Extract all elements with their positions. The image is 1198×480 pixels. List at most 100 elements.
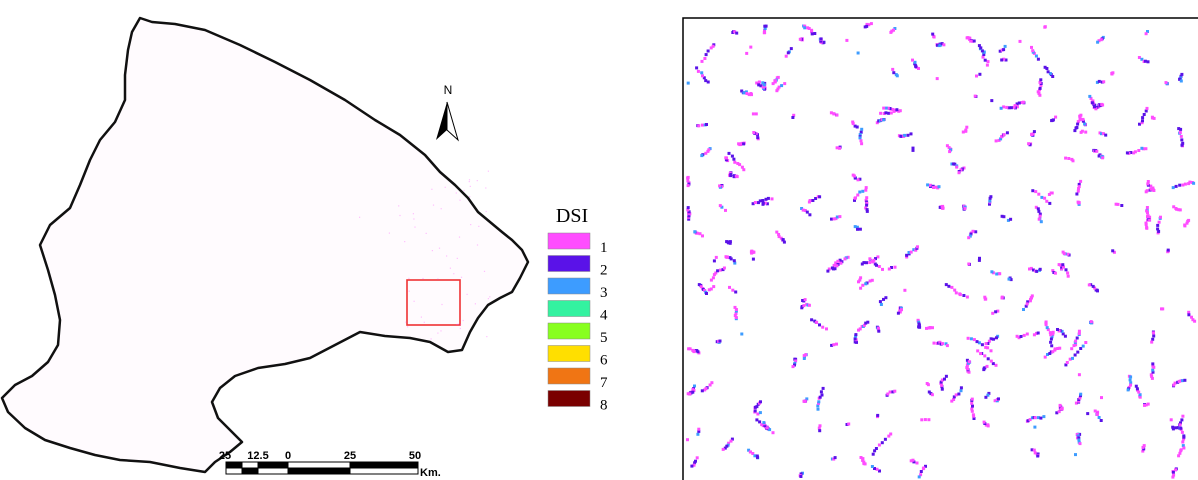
inset-pixel (753, 409, 757, 413)
inset-pixel (911, 458, 915, 462)
inset-pixel (1000, 58, 1004, 62)
inset-pixel (880, 441, 884, 445)
inset-pixel (1056, 328, 1059, 331)
inset-pixel (913, 62, 917, 66)
inset-pixel (931, 326, 934, 330)
inset-pixel (1036, 331, 1040, 335)
map-pixel (414, 226, 416, 228)
inset-pixel (835, 113, 839, 117)
inset-pixel (832, 112, 836, 116)
inset-pixel (1043, 25, 1047, 29)
inset-pixel (1038, 212, 1042, 216)
inset-pixel (861, 283, 865, 287)
inset-pixel (695, 456, 699, 460)
inset-pixel (1045, 326, 1049, 330)
inset-pixel (1084, 341, 1088, 344)
inset-pixel (1120, 204, 1124, 207)
inset-pixel (1037, 209, 1041, 213)
inset-pixel (881, 267, 884, 271)
scale-segment (257, 461, 289, 469)
inset-pixel (742, 142, 746, 146)
inset-pixel (1000, 295, 1004, 299)
inset-pixel (833, 456, 837, 460)
inset-pixel (712, 259, 716, 263)
inset-pixel (855, 125, 859, 129)
inset-pixel (686, 438, 689, 442)
scale-labels: 25 12.5 0 25 50 (219, 450, 421, 462)
inset-pixel (948, 150, 952, 154)
inset-pixel (709, 278, 713, 282)
inset-pixel (700, 59, 704, 63)
inset-pixel (1033, 416, 1037, 420)
inset-pixel (1049, 340, 1053, 344)
inset-pixel (755, 81, 759, 85)
inset-pixel (829, 111, 833, 115)
inset-pixel (1076, 434, 1080, 438)
inset-pixel (703, 289, 707, 292)
inset-pixel (710, 381, 714, 385)
inset-pixel (1081, 344, 1085, 348)
inset-pixel (888, 390, 892, 394)
inset-pixel (1039, 416, 1043, 420)
inset-pixel (1030, 294, 1034, 298)
map-pixel (422, 277, 424, 280)
inset-pixel (853, 225, 857, 229)
inset-pixel (870, 465, 874, 468)
inset-pixel (1043, 355, 1047, 359)
inset-pixel (1009, 106, 1013, 110)
inset-pixel (1037, 92, 1041, 95)
inset-pixel (1146, 180, 1150, 183)
inset-pixel (1028, 267, 1031, 271)
inset-pixel (851, 120, 855, 124)
inset-pixel (1152, 116, 1156, 120)
inset-pixel (882, 106, 886, 110)
inset-pixel (944, 374, 948, 378)
inset-pixel (985, 364, 989, 368)
inset-pixel (1140, 57, 1144, 61)
inset-pixel (1032, 130, 1036, 134)
inset-pixel (914, 248, 918, 252)
inset-pixel (1095, 80, 1099, 84)
inset-pixel (759, 400, 762, 404)
inset-pixel (1157, 229, 1161, 233)
legend-label: 8 (600, 398, 608, 414)
inset-pixel (687, 210, 691, 214)
inset-pixel (1187, 310, 1191, 314)
inset-pixel (942, 43, 946, 47)
inset-pixel (997, 272, 1001, 276)
map-pixel (487, 170, 489, 172)
map-pixel (405, 321, 407, 323)
inset-pixel (860, 142, 864, 146)
inset-pixel (945, 144, 949, 148)
inset-pixel (941, 204, 945, 208)
inset-pixel (1146, 402, 1150, 406)
inset-pixel (1181, 414, 1185, 418)
inset-pixel (1149, 373, 1153, 377)
inset-pixel (834, 217, 838, 221)
legend-title: DSI (556, 205, 588, 227)
inset-pixel (794, 357, 798, 361)
inset-locator (406, 279, 461, 326)
inset-pixel (1078, 396, 1082, 400)
inset-pixel (728, 256, 732, 260)
inset-pixel (889, 432, 893, 436)
inset-pixel (903, 133, 907, 137)
map-pixel (420, 316, 422, 318)
map-pixel (459, 327, 461, 330)
inset-pixel (855, 225, 859, 229)
inset-pixel (919, 470, 923, 473)
inset-pixel (1031, 189, 1035, 193)
inset-pixel (977, 44, 981, 48)
inset-pixel (722, 266, 726, 270)
inset-pixel (972, 417, 976, 420)
inset-pixel (993, 399, 997, 403)
north-arrow (436, 102, 447, 140)
inset-pixel (1061, 250, 1065, 254)
inset-pixel (968, 234, 972, 238)
inset-pixel (1053, 347, 1057, 351)
inset-pixel (1101, 103, 1105, 107)
inset-pixel (944, 342, 948, 346)
inset-pixel (1075, 192, 1079, 196)
inset-pixel (979, 46, 983, 50)
inset-pixel (1190, 315, 1193, 319)
